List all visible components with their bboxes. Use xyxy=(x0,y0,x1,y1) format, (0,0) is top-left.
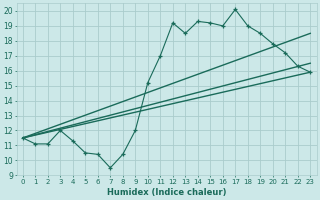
X-axis label: Humidex (Indice chaleur): Humidex (Indice chaleur) xyxy=(107,188,226,197)
